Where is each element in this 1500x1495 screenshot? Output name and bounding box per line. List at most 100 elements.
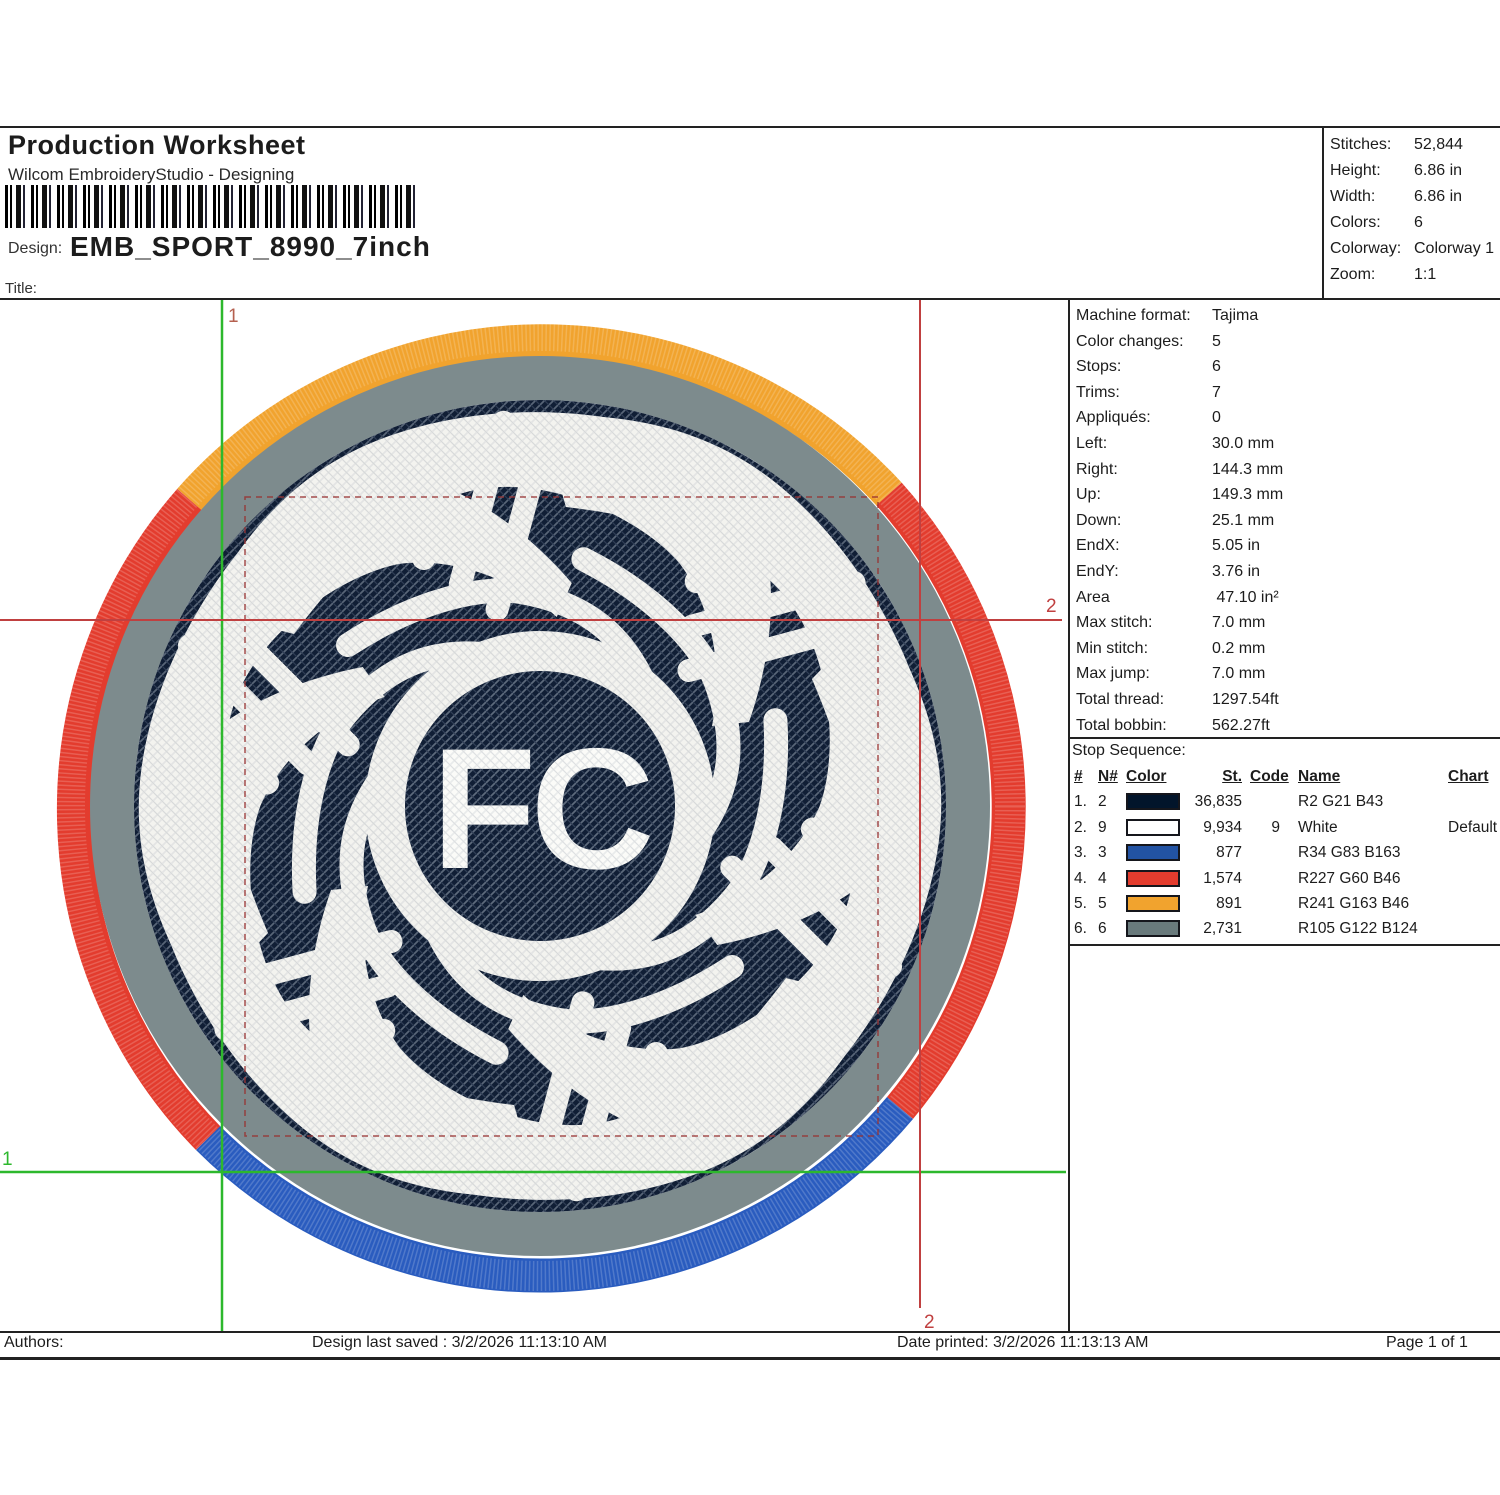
stop-sequence-row: 4. 4 1,574 R227 G60 B46 bbox=[1074, 869, 1401, 887]
summary-label: Colorway: bbox=[1330, 240, 1402, 257]
col-stitches: St. bbox=[1222, 768, 1242, 785]
info-panel-left-border bbox=[1068, 298, 1070, 1332]
machine-info-value: 25.1 mm bbox=[1212, 511, 1275, 529]
machine-info-label: Area bbox=[1076, 588, 1110, 606]
machine-info-value: 5.05 in bbox=[1212, 537, 1261, 555]
machine-info-value: 0 bbox=[1212, 409, 1221, 427]
stop-sequence-header-row: # N# Color St. Code Name Chart bbox=[1068, 766, 1500, 791]
stop-sequence-row: 5. 5 891 R241 G163 B46 bbox=[1074, 894, 1410, 912]
machine-info-value: 47.10 in² bbox=[1212, 588, 1279, 606]
title-label: Title: bbox=[5, 280, 37, 297]
summary-label: Width: bbox=[1330, 188, 1376, 205]
date-printed-text: Date printed: 3/2/2026 11:13:13 AM bbox=[897, 1334, 1149, 1351]
header-top-border bbox=[0, 126, 1500, 128]
machine-info-label: Machine format: bbox=[1076, 307, 1191, 324]
col-color: Color bbox=[1126, 768, 1167, 785]
machine-info-label: Total thread: bbox=[1076, 690, 1165, 708]
machine-info-value: 7.0 mm bbox=[1212, 665, 1266, 683]
design-label: Design: bbox=[8, 240, 63, 257]
machine-info-label: Color changes: bbox=[1076, 332, 1184, 350]
summary-value: Colorway 1 bbox=[1414, 240, 1495, 257]
machine-info-label: Stops: bbox=[1076, 358, 1122, 376]
footer-top-border bbox=[0, 1331, 1500, 1333]
ring-red-right-arc bbox=[876, 482, 1026, 1119]
machine-info-value: 562.27ft bbox=[1212, 716, 1270, 734]
summary-value: 6.86 in bbox=[1414, 162, 1463, 179]
stop-sequence-row: 6. 6 2,731 R105 G122 B124 bbox=[1074, 920, 1418, 938]
machine-info-value: 7.0 mm bbox=[1212, 614, 1266, 632]
machine-info-label: Appliqués: bbox=[1076, 409, 1151, 427]
machine-info-label: Min stitch: bbox=[1076, 639, 1149, 657]
col-num: # bbox=[1074, 768, 1083, 785]
machine-info-value: 6 bbox=[1212, 358, 1221, 376]
marker-start-left: 1 bbox=[2, 1149, 13, 1170]
app-subtitle: Wilcom EmbroideryStudio - Designing bbox=[8, 165, 295, 184]
col-name: Name bbox=[1298, 768, 1341, 785]
authors-label: Authors: bbox=[4, 1334, 64, 1351]
machine-info-label: Down: bbox=[1076, 511, 1122, 529]
footer-bottom-border bbox=[0, 1357, 1500, 1360]
machine-info-value: 149.3 mm bbox=[1212, 486, 1284, 504]
machine-info-label: Left: bbox=[1076, 434, 1108, 452]
stop-sequence-bottom-border bbox=[1068, 944, 1500, 946]
thread-color-swatch bbox=[1126, 793, 1180, 811]
col-chart: Chart bbox=[1448, 768, 1489, 785]
summary-label: Stitches: bbox=[1330, 136, 1392, 153]
ring-orange-arc bbox=[177, 324, 902, 512]
summary-value: 1:1 bbox=[1414, 266, 1437, 283]
thread-color-swatch bbox=[1126, 869, 1180, 887]
page-number: Page 1 of 1 bbox=[1386, 1334, 1468, 1351]
thread-color-swatch bbox=[1126, 818, 1180, 836]
machine-info-label: EndY: bbox=[1076, 562, 1119, 580]
patch-outer-ring bbox=[55, 321, 1026, 1293]
col-needle: N# bbox=[1098, 768, 1118, 785]
header-bottom-border bbox=[0, 298, 1500, 300]
marker-end-right: 2 bbox=[1046, 596, 1057, 617]
stop-sequence-row: 2. 9 9,934 9 White Default bbox=[1074, 818, 1498, 836]
selection-rect bbox=[244, 496, 879, 1137]
thread-color-swatch bbox=[1126, 920, 1180, 938]
machine-info-value: 1297.54ft bbox=[1212, 690, 1279, 708]
machine-info-value: 144.3 mm bbox=[1212, 460, 1284, 478]
stop-sequence-title: Stop Sequence: bbox=[1072, 742, 1186, 759]
machine-info-bottom-border bbox=[1068, 737, 1500, 739]
summary-panel: Stitches: 52,844 Height: 6.86 in Width: 6.8… bbox=[1330, 132, 1494, 288]
machine-info-value: 7 bbox=[1212, 383, 1221, 401]
ring-blue-arc bbox=[195, 1097, 914, 1293]
stop-sequence-row: 1. 2 36,835 R2 G21 B43 bbox=[1074, 793, 1384, 811]
machine-info-label: Up: bbox=[1076, 486, 1101, 504]
machine-info-value: Tajima bbox=[1212, 307, 1259, 324]
machine-info-value: 5 bbox=[1212, 332, 1221, 350]
last-saved-text: Design last saved : 3/2/2026 11:13:10 AM bbox=[312, 1334, 608, 1351]
machine-info-value: 3.76 in bbox=[1212, 562, 1261, 580]
summary-value: 6.86 in bbox=[1414, 188, 1463, 205]
machine-info-label: Trims: bbox=[1076, 383, 1120, 401]
summary-value: 6 bbox=[1414, 214, 1423, 231]
ring-red-left-arc bbox=[56, 488, 221, 1150]
machine-info-value: 30.0 mm bbox=[1212, 434, 1275, 452]
machine-info-label: Max jump: bbox=[1076, 665, 1150, 683]
machine-info-value: 0.2 mm bbox=[1212, 639, 1266, 657]
machine-info-label: Max stitch: bbox=[1076, 614, 1153, 632]
summary-label: Zoom: bbox=[1330, 266, 1376, 283]
machine-info-label: EndX: bbox=[1076, 537, 1120, 555]
patch-gray-ring bbox=[90, 356, 990, 1256]
col-code: Code bbox=[1250, 768, 1289, 785]
thread-color-swatch bbox=[1126, 844, 1180, 862]
design-name: EMB_SPORT_8990_7inch bbox=[70, 231, 431, 262]
machine-info-panel: Machine format: Tajima Color changes: 5 St… bbox=[1076, 303, 1283, 738]
summary-label: Colors: bbox=[1330, 214, 1381, 231]
page-title: Production Worksheet bbox=[8, 130, 306, 160]
machine-info-label: Total bobbin: bbox=[1076, 716, 1167, 734]
machine-info-label: Right: bbox=[1076, 460, 1118, 478]
stop-sequence-row: 3. 3 877 R34 G83 B163 bbox=[1074, 844, 1401, 862]
stop-sequence-table: # N# Color St. Code Name Chart 1. 2 36,83… bbox=[1068, 766, 1500, 944]
summary-value: 52,844 bbox=[1414, 136, 1463, 153]
marker-end-bottom: 2 bbox=[924, 1312, 935, 1333]
summary-label: Height: bbox=[1330, 162, 1381, 179]
thread-color-swatch bbox=[1126, 894, 1180, 912]
summary-box-left-border bbox=[1322, 126, 1324, 300]
marker-start-top: 1 bbox=[228, 306, 239, 327]
design-barcode bbox=[5, 185, 420, 228]
